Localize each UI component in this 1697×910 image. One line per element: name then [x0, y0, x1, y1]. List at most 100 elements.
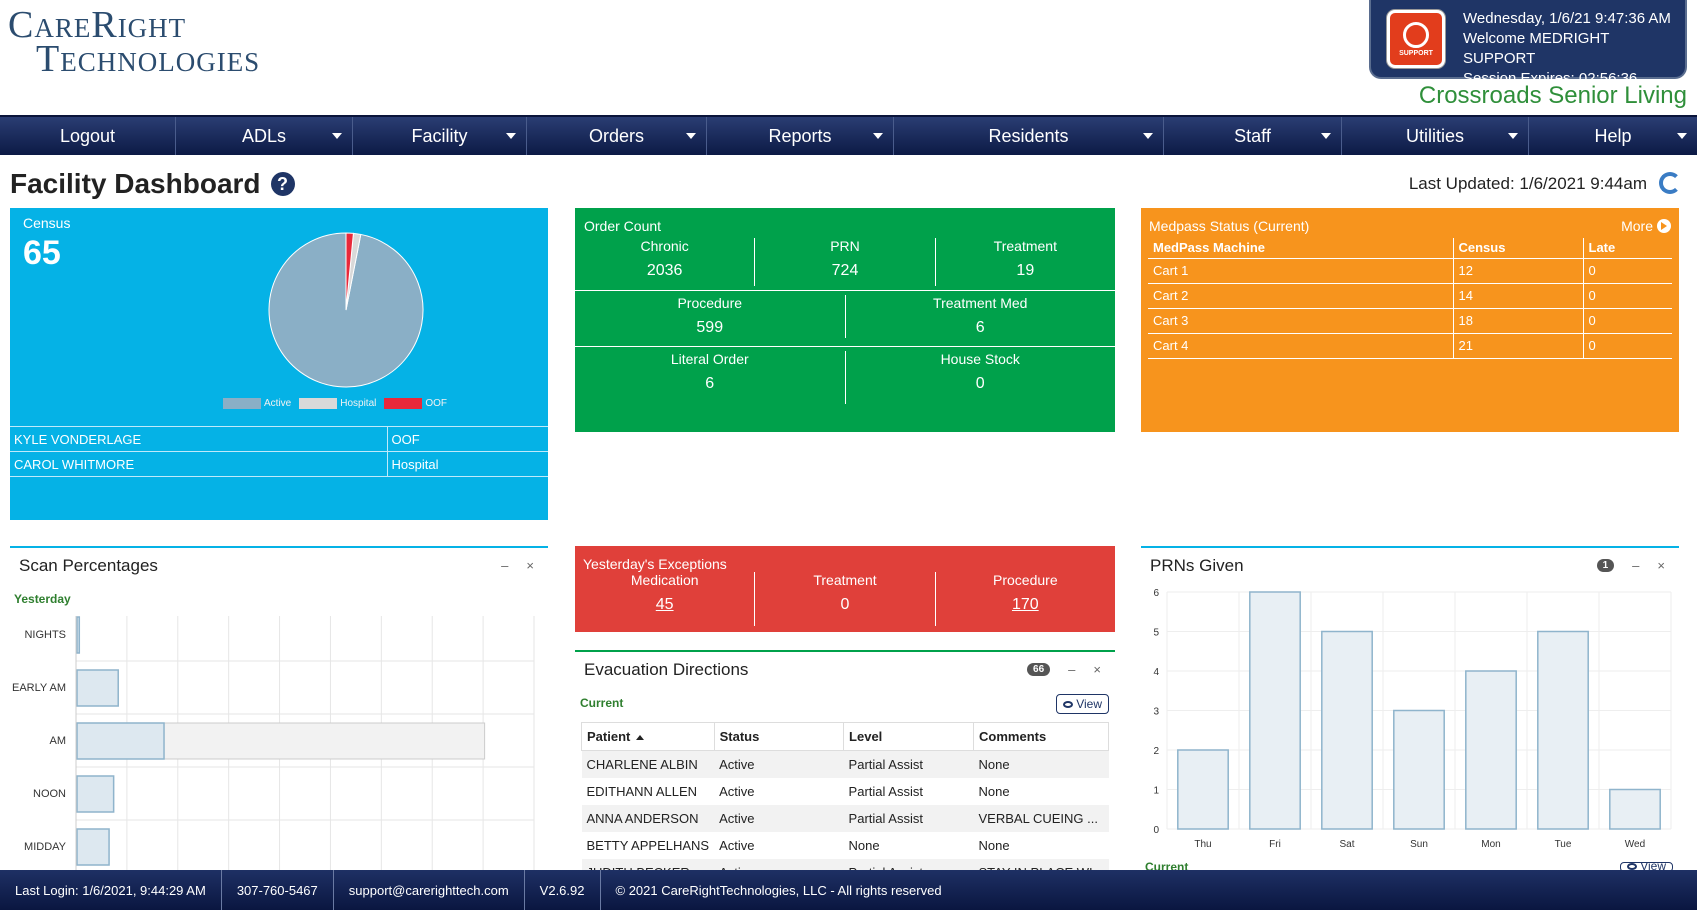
nav-staff[interactable]: Staff: [1164, 117, 1342, 155]
session-expires-link[interactable]: Session Expires: 02:56:36: [1463, 70, 1638, 87]
more-link[interactable]: More: [1621, 218, 1671, 234]
minimize-icon[interactable]: –: [1632, 558, 1640, 573]
minimize-icon[interactable]: –: [1068, 662, 1076, 677]
category-label: AM: [50, 735, 67, 747]
exception-value-link[interactable]: 170: [1011, 596, 1039, 613]
exception-medication[interactable]: Medication 45: [575, 572, 754, 626]
medpass-label: Medpass Status (Current): [1149, 218, 1310, 234]
table-row[interactable]: CHARLENE ALBIN Active Partial Assist None: [581, 750, 1109, 778]
careright-logo[interactable]: CareRight Technologies: [8, 6, 260, 78]
census-label: Census: [23, 215, 71, 231]
cell: ANNA ANDERSON: [581, 804, 715, 832]
close-icon[interactable]: ×: [1093, 662, 1101, 677]
x-tick-label: Sat: [1339, 839, 1354, 850]
cell: None: [848, 837, 880, 853]
cell: BETTY APPELHANS: [586, 837, 710, 853]
table-row[interactable]: BETTY APPELHANS Active None None: [582, 832, 1109, 859]
count-badge: 1: [1596, 559, 1615, 572]
prn-bar[interactable]: [1177, 749, 1229, 830]
cell-census: 14: [1452, 283, 1583, 309]
cell: Partial Assist: [843, 804, 974, 832]
table-row[interactable]: Cart 1 12 0: [1148, 258, 1672, 284]
close-icon[interactable]: ×: [1657, 558, 1665, 573]
order-house-stock[interactable]: House Stock 0: [844, 351, 1116, 404]
medpass-card: Medpass Status (Current) More MedPass Ma…: [1141, 208, 1679, 432]
caret-down-icon: [1321, 133, 1331, 139]
col-status[interactable]: Status: [713, 722, 845, 751]
scan-bar-scanned[interactable]: [76, 722, 165, 760]
cell: Partial Assist: [848, 783, 923, 799]
nav-logout[interactable]: Logout: [0, 117, 176, 155]
col-comments[interactable]: Comments: [973, 722, 1109, 751]
legend-swatch-oof: [384, 398, 423, 409]
scan-bar-scanned[interactable]: [76, 828, 110, 866]
cell: Partial Assist: [843, 750, 974, 778]
support-email-link[interactable]: support@carerighttech.com: [334, 870, 525, 910]
prn-bar[interactable]: [1609, 788, 1661, 830]
y-tick-label: 6: [1153, 588, 1159, 599]
table-row[interactable]: CAROL WHITMORE Hospital: [10, 451, 548, 477]
count-badge: 66: [1027, 663, 1051, 676]
caret-down-icon: [1677, 133, 1687, 139]
table-row[interactable]: Cart 4 21 0: [1148, 333, 1672, 359]
cell-machine: Cart 2: [1148, 283, 1453, 309]
col-level[interactable]: Level: [843, 722, 975, 751]
nav-facility[interactable]: Facility: [353, 117, 527, 155]
col-patient[interactable]: Patient: [581, 722, 715, 751]
nav-orders[interactable]: Orders: [527, 117, 707, 155]
table-row[interactable]: ANNA ANDERSON Active Partial Assist VERBAL …: [581, 804, 1109, 832]
prn-bar[interactable]: [1537, 630, 1589, 830]
support-box: SUPPORT Wednesday, 1/6/21 9:47:36 AM Wel…: [1369, 0, 1687, 87]
prn-bar[interactable]: [1465, 670, 1517, 830]
nav-residents[interactable]: Residents: [894, 117, 1164, 155]
scan-bar-scanned[interactable]: [76, 775, 115, 813]
census-pie-chart: [268, 232, 424, 388]
prn-bar[interactable]: [1249, 591, 1301, 830]
refresh-icon[interactable]: [1659, 172, 1681, 194]
order-prn[interactable]: PRN 724: [754, 238, 934, 286]
panel-title: Evacuation Directions: [584, 660, 749, 679]
order-value: 0: [975, 375, 985, 392]
order-chronic[interactable]: Chronic 2036: [575, 238, 754, 286]
cell-machine: Cart 3: [1148, 308, 1453, 334]
census-count: 65: [23, 234, 61, 272]
view-label: View: [1076, 697, 1102, 711]
nav-utilities[interactable]: Utilities: [1342, 117, 1529, 155]
table-row[interactable]: EDITHANN ALLEN Active Partial Assist None: [582, 778, 1109, 805]
minimize-icon[interactable]: –: [501, 558, 509, 573]
view-button[interactable]: View: [1056, 694, 1109, 714]
support-icon[interactable]: SUPPORT: [1387, 10, 1445, 68]
exception-treatment[interactable]: Treatment 0: [754, 572, 934, 626]
cell: EDITHANN ALLEN: [586, 783, 698, 799]
order-treatment-med[interactable]: Treatment Med 6: [844, 295, 1116, 338]
x-tick-label: Mon: [1481, 839, 1500, 850]
last-updated: Last Updated: 1/6/2021 9:44am: [1408, 174, 1647, 193]
scan-bar-scanned[interactable]: [76, 616, 81, 654]
order-label: Literal Order: [670, 351, 749, 367]
prn-bar[interactable]: [1393, 709, 1445, 830]
x-tick-label: Sun: [1410, 839, 1428, 850]
panel-controls: 66 – ×: [1027, 662, 1101, 677]
table-row[interactable]: Cart 2 14 0: [1148, 283, 1672, 309]
cell: CHARLENE ALBIN: [581, 750, 715, 778]
scan-bar-scanned[interactable]: [76, 669, 119, 707]
prn-bar[interactable]: [1321, 630, 1373, 830]
nav-adls[interactable]: ADLs: [176, 117, 353, 155]
exception-value-link[interactable]: 45: [655, 596, 674, 613]
panel-controls: 1 – ×: [1596, 558, 1665, 573]
order-treatment[interactable]: Treatment 19: [934, 238, 1115, 286]
table-row[interactable]: KYLE VONDERLAGE OOF: [10, 426, 548, 452]
nav-help[interactable]: Help: [1529, 117, 1697, 155]
order-procedure[interactable]: Procedure 599: [575, 295, 845, 338]
help-icon[interactable]: ?: [270, 172, 295, 196]
order-literal[interactable]: Literal Order 6: [575, 351, 845, 404]
exception-procedure[interactable]: Procedure 170: [934, 572, 1115, 626]
col-late: Late: [1582, 238, 1672, 259]
close-icon[interactable]: ×: [526, 558, 534, 573]
resident-name: CAROL WHITMORE: [10, 451, 388, 477]
cell-census: 21: [1452, 333, 1583, 359]
nav-reports[interactable]: Reports: [707, 117, 894, 155]
pie-slice-oof[interactable]: [345, 232, 354, 311]
table-row[interactable]: Cart 3 18 0: [1148, 308, 1672, 334]
arrow-circle-right-icon: [1657, 219, 1671, 233]
